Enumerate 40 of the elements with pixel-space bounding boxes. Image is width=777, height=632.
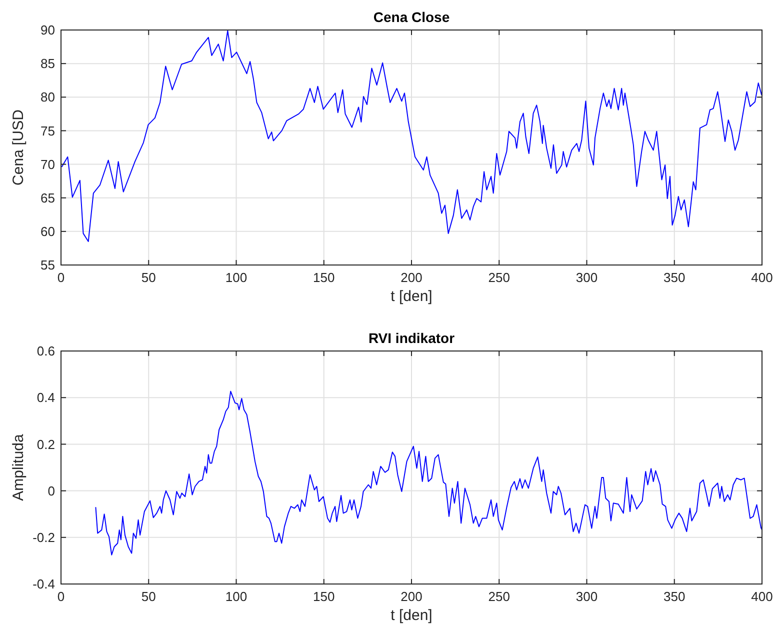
x-tick-label: 150 [313,589,335,604]
x-axis-title: t [den] [390,607,432,624]
y-tick-label: 85 [40,56,55,72]
y-tick-label: 60 [40,224,55,239]
y-tick-label: 65 [40,190,55,206]
x-tick-label: 0 [57,270,65,285]
y-tick-label: 0 [48,483,55,498]
y-axis-title: Amplituda [10,433,27,501]
x-tick-label: 300 [576,270,598,285]
x-tick-label: 150 [313,270,335,285]
y-tick-label: 80 [40,90,55,105]
y-tick-label: 70 [40,156,55,172]
x-tick-label: 50 [141,589,156,604]
line-series [61,30,762,242]
x-tick-label: 350 [664,270,686,285]
x-tick-label: 200 [400,270,422,285]
x-tick-label: 100 [225,589,248,604]
y-tick-label: 90 [40,22,55,38]
y-tick-label: 0.4 [36,390,55,406]
chart-title: Cena Close [373,9,450,25]
x-tick-label: 200 [400,589,422,604]
y-tick-label: 0.6 [36,344,55,359]
x-tick-label: 350 [664,589,686,604]
x-tick-label: 400 [751,270,773,285]
y-tick-label: -0.4 [32,576,55,592]
x-tick-label: 300 [576,589,598,604]
x-tick-label: 50 [141,270,156,285]
x-tick-label: 250 [488,589,510,604]
x-tick-label: 0 [57,589,65,604]
y-axis-title: Cena [USD [10,109,27,186]
y-tick-label: 55 [40,258,55,273]
y-tick-label: -0.2 [32,530,55,545]
x-axis-title: t [den] [390,288,432,305]
x-tick-label: 400 [751,589,773,604]
chart-title: RVI indikator [368,330,456,346]
x-tick-label: 250 [488,270,510,285]
y-tick-label: 0.2 [36,436,55,452]
x-tick-label: 100 [225,270,248,285]
line-series [95,390,762,556]
y-tick-label: 75 [40,123,55,138]
